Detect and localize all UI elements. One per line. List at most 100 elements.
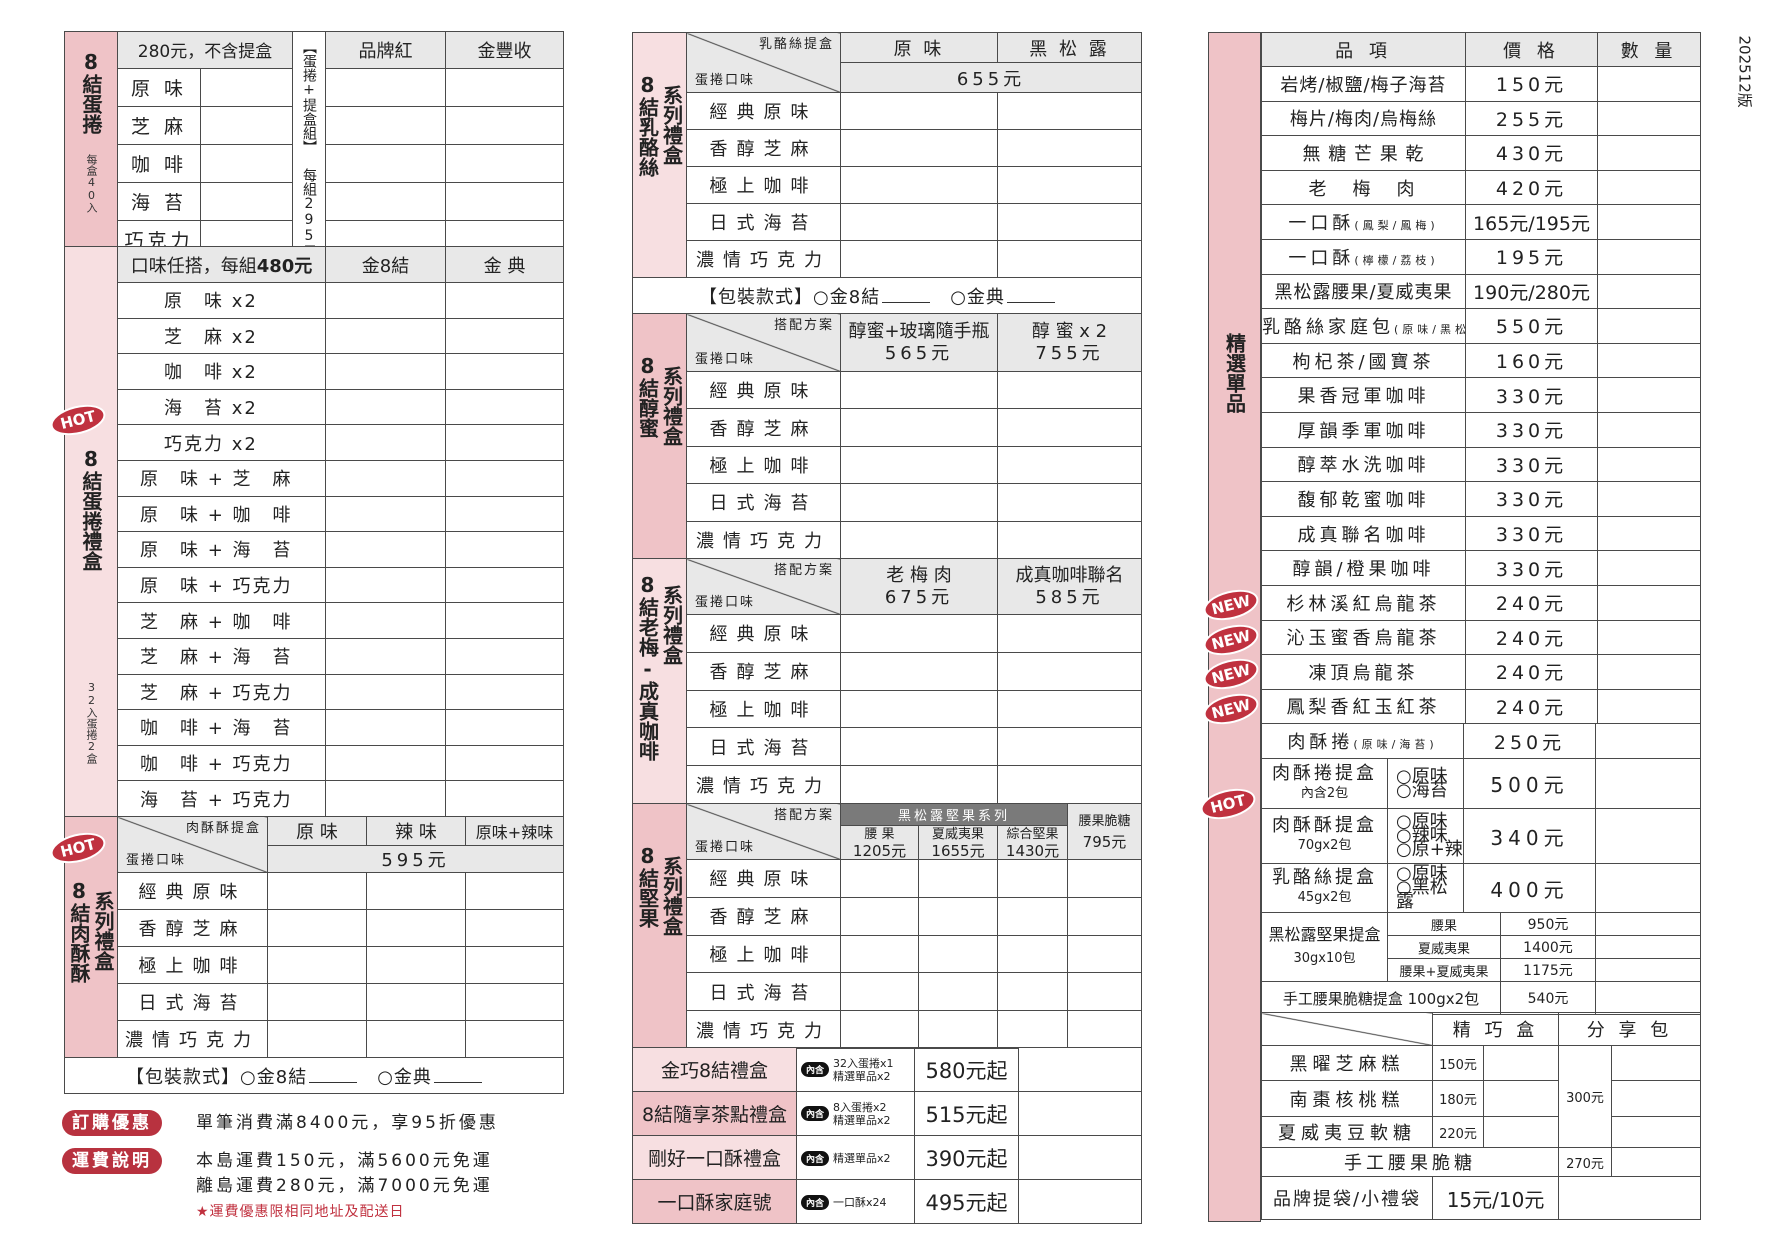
- quantity-cell[interactable]: [1067, 934, 1142, 974]
- quantity-cell[interactable]: [1597, 308, 1701, 344]
- quantity-cell[interactable]: [1597, 446, 1701, 483]
- quantity-cell[interactable]: [1482, 1080, 1560, 1117]
- quantity-cell[interactable]: [445, 602, 564, 639]
- quantity-cell[interactable]: [267, 872, 367, 910]
- quantity-cell[interactable]: [840, 203, 998, 241]
- quantity-cell[interactable]: [840, 240, 998, 278]
- quantity-cell[interactable]: [840, 370, 998, 410]
- quantity-cell[interactable]: [1595, 808, 1702, 864]
- quantity-cell[interactable]: [1595, 981, 1701, 1015]
- quantity-cell[interactable]: [1482, 1045, 1560, 1081]
- quantity-cell[interactable]: [199, 67, 294, 107]
- quantity-cell[interactable]: [325, 388, 446, 426]
- quantity-cell[interactable]: [325, 566, 446, 604]
- quantity-cell[interactable]: [445, 353, 564, 390]
- option-radio[interactable]: ○原+辣: [1396, 839, 1463, 860]
- quantity-cell[interactable]: [1018, 1135, 1142, 1180]
- quantity-cell[interactable]: [325, 424, 446, 461]
- option-radio[interactable]: ○黑松露: [1396, 877, 1448, 912]
- quantity-cell[interactable]: [997, 651, 1142, 691]
- quantity-cell[interactable]: [840, 1010, 919, 1049]
- quantity-cell[interactable]: [445, 495, 564, 533]
- quantity-cell[interactable]: [997, 614, 1142, 653]
- quantity-cell[interactable]: [445, 673, 564, 711]
- quantity-cell[interactable]: [445, 531, 564, 568]
- quantity-cell[interactable]: [325, 744, 446, 782]
- quantity-cell[interactable]: [1067, 972, 1142, 1012]
- quantity-cell[interactable]: [445, 143, 565, 183]
- quantity-cell[interactable]: [997, 1010, 1068, 1049]
- quantity-cell[interactable]: [267, 946, 367, 984]
- quantity-cell[interactable]: [325, 709, 446, 746]
- quantity-cell[interactable]: [445, 566, 564, 604]
- quantity-cell[interactable]: [997, 92, 1142, 130]
- quantity-cell[interactable]: [997, 445, 1142, 485]
- quantity-cell[interactable]: [1595, 863, 1702, 913]
- quantity-cell[interactable]: [1018, 1047, 1142, 1092]
- quantity-cell[interactable]: [1597, 411, 1701, 448]
- option-radio[interactable]: ○海苔: [1396, 779, 1448, 801]
- quantity-cell[interactable]: [445, 744, 564, 782]
- quantity-cell[interactable]: [1482, 1116, 1560, 1148]
- quantity-cell[interactable]: [199, 181, 294, 221]
- quantity-cell[interactable]: [267, 1020, 367, 1058]
- quantity-cell[interactable]: [1597, 584, 1701, 621]
- quantity-cell[interactable]: [366, 1020, 466, 1058]
- quantity-cell[interactable]: [325, 282, 446, 319]
- quantity-cell[interactable]: [1597, 654, 1701, 690]
- quantity-cell[interactable]: [1597, 238, 1701, 275]
- quantity-cell[interactable]: [997, 129, 1142, 167]
- quantity-cell[interactable]: [465, 983, 564, 1021]
- quantity-cell[interactable]: [997, 483, 1142, 522]
- option-radio[interactable]: ○原味: [1396, 811, 1448, 832]
- quantity-cell[interactable]: [840, 166, 998, 204]
- quantity-cell[interactable]: [445, 709, 564, 746]
- quantity-cell[interactable]: [997, 689, 1142, 729]
- quantity-cell[interactable]: [366, 946, 466, 984]
- quantity-cell[interactable]: [1597, 481, 1701, 517]
- quantity-cell[interactable]: [1597, 688, 1701, 725]
- quantity-cell[interactable]: [267, 909, 367, 947]
- packaging-blank[interactable]: [433, 1068, 482, 1083]
- quantity-cell[interactable]: [366, 909, 466, 947]
- quantity-cell[interactable]: [1611, 1080, 1702, 1117]
- quantity-cell[interactable]: [366, 983, 466, 1021]
- quantity-cell[interactable]: [445, 67, 565, 107]
- quantity-cell[interactable]: [267, 983, 367, 1021]
- quantity-cell[interactable]: [840, 520, 998, 559]
- quantity-cell[interactable]: [840, 408, 998, 447]
- quantity-cell[interactable]: [445, 459, 564, 497]
- quantity-cell[interactable]: [445, 105, 565, 145]
- quantity-cell[interactable]: [997, 859, 1068, 898]
- quantity-cell[interactable]: [445, 282, 564, 319]
- quantity-cell[interactable]: [199, 143, 294, 183]
- quantity-cell[interactable]: [840, 896, 919, 936]
- quantity-cell[interactable]: [997, 896, 1068, 936]
- quantity-cell[interactable]: [325, 143, 447, 183]
- quantity-cell[interactable]: [445, 424, 564, 461]
- quantity-cell[interactable]: [840, 614, 998, 653]
- quantity-cell[interactable]: [1597, 100, 1701, 137]
- quantity-cell[interactable]: [1067, 859, 1142, 898]
- quantity-cell[interactable]: [199, 105, 294, 145]
- option-radio[interactable]: ○原味: [1396, 765, 1448, 787]
- quantity-cell[interactable]: [325, 673, 446, 711]
- quantity-cell[interactable]: [325, 67, 447, 107]
- quantity-cell[interactable]: [1597, 169, 1701, 206]
- quantity-cell[interactable]: [918, 859, 998, 898]
- quantity-cell[interactable]: [840, 651, 998, 691]
- quantity-cell[interactable]: [325, 353, 446, 390]
- quantity-cell[interactable]: [325, 531, 446, 568]
- quantity-cell[interactable]: [1595, 935, 1701, 959]
- quantity-cell[interactable]: [445, 637, 564, 675]
- quantity-cell[interactable]: [1597, 515, 1701, 552]
- quantity-cell[interactable]: [1018, 1179, 1142, 1224]
- quantity-cell[interactable]: [1018, 1091, 1142, 1136]
- quantity-cell[interactable]: [997, 408, 1142, 447]
- quantity-cell[interactable]: [997, 240, 1142, 278]
- quantity-cell[interactable]: [1597, 66, 1701, 102]
- quantity-cell[interactable]: [325, 602, 446, 639]
- quantity-cell[interactable]: [465, 946, 564, 984]
- quantity-cell[interactable]: [325, 459, 446, 497]
- quantity-cell[interactable]: [918, 1010, 998, 1049]
